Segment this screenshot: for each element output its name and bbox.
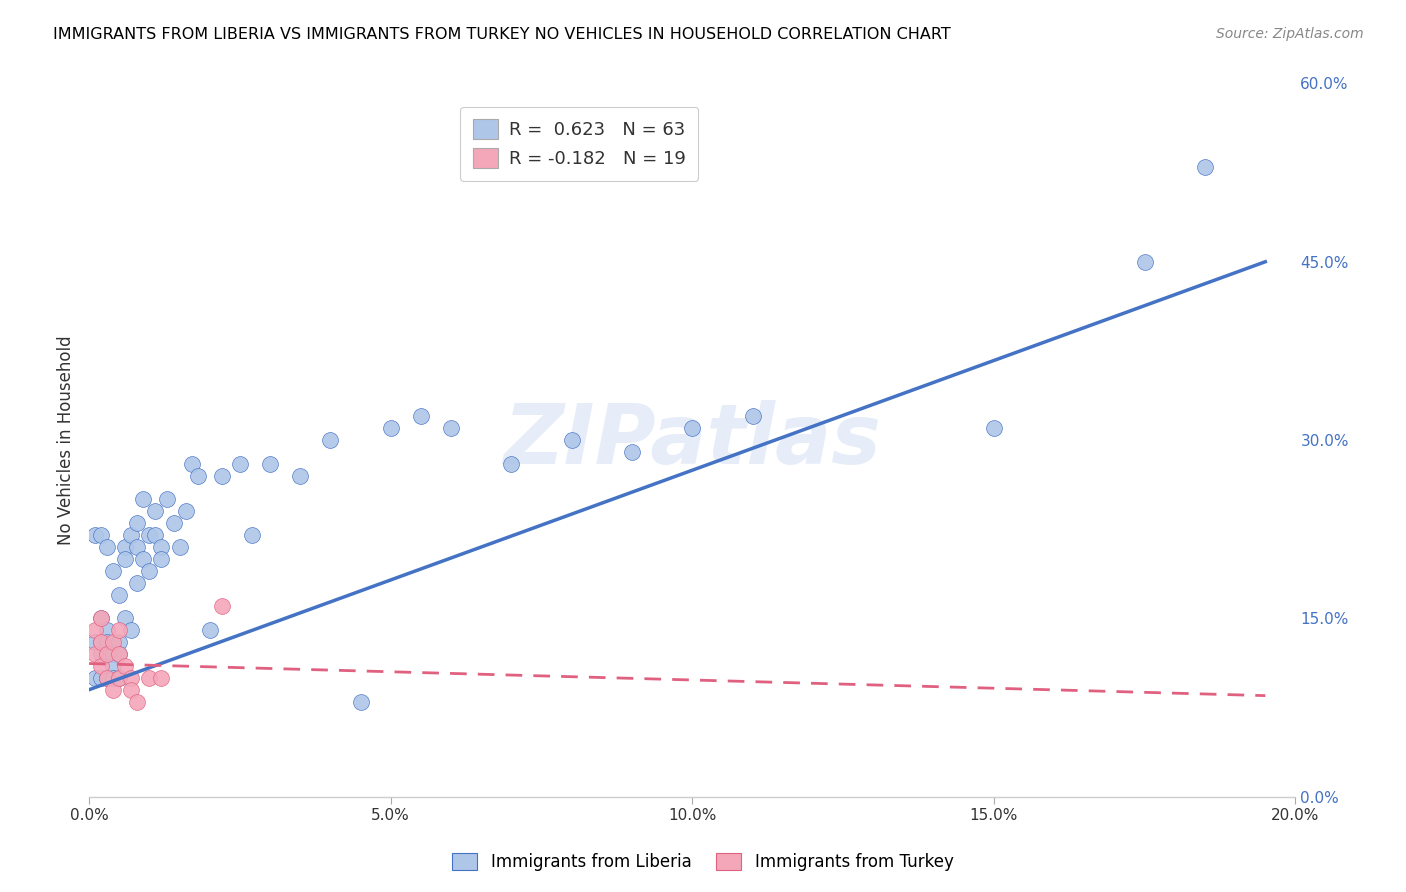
Point: [127, 516, 149, 531]
Y-axis label: No Vehicles in Household: No Vehicles in Household: [58, 335, 75, 545]
Text: IMMIGRANTS FROM LIBERIA VS IMMIGRANTS FROM TURKEY NO VEHICLES IN HOUSEHOLD CORRE: IMMIGRANTS FROM LIBERIA VS IMMIGRANTS FR…: [53, 27, 952, 42]
Point: [84, 671, 107, 685]
Point: [983, 421, 1005, 435]
Point: [187, 468, 209, 483]
Point: [103, 682, 125, 697]
Point: [349, 695, 371, 709]
Point: [108, 647, 131, 661]
Point: [150, 552, 173, 566]
Point: [96, 647, 118, 661]
Point: [84, 528, 107, 542]
Point: [150, 540, 173, 554]
Point: [114, 540, 136, 554]
Point: [198, 624, 221, 638]
Point: [103, 564, 125, 578]
Point: [96, 671, 118, 685]
Point: [114, 552, 136, 566]
Point: [127, 575, 149, 590]
Point: [211, 599, 233, 614]
Point: [409, 409, 432, 424]
Point: [96, 635, 118, 649]
Point: [120, 682, 142, 697]
Point: [96, 540, 118, 554]
Point: [108, 635, 131, 649]
Point: [1133, 254, 1156, 268]
Point: [180, 457, 202, 471]
Point: [90, 659, 112, 673]
Point: [127, 540, 149, 554]
Point: [120, 624, 142, 638]
Point: [108, 671, 131, 685]
Point: [174, 504, 197, 518]
Point: [501, 457, 523, 471]
Point: [84, 647, 107, 661]
Point: [90, 671, 112, 685]
Point: [120, 528, 142, 542]
Point: [138, 671, 160, 685]
Point: [741, 409, 763, 424]
Point: [290, 468, 312, 483]
Point: [162, 516, 184, 531]
Point: [132, 492, 155, 507]
Point: [138, 564, 160, 578]
Point: [114, 659, 136, 673]
Point: [156, 492, 179, 507]
Point: [108, 671, 131, 685]
Point: [259, 457, 281, 471]
Point: [103, 659, 125, 673]
Text: Source: ZipAtlas.com: Source: ZipAtlas.com: [1216, 27, 1364, 41]
Point: [138, 528, 160, 542]
Point: [132, 552, 155, 566]
Legend: R =  0.623   N = 63, R = -0.182   N = 19: R = 0.623 N = 63, R = -0.182 N = 19: [460, 107, 699, 181]
Point: [108, 647, 131, 661]
Point: [211, 468, 233, 483]
Point: [240, 528, 263, 542]
Point: [127, 695, 149, 709]
Point: [90, 635, 112, 649]
Point: [84, 624, 107, 638]
Point: [103, 671, 125, 685]
Text: ZIPatlas: ZIPatlas: [503, 400, 882, 481]
Point: [1194, 160, 1216, 174]
Point: [103, 647, 125, 661]
Point: [96, 624, 118, 638]
Point: [620, 445, 643, 459]
Point: [150, 671, 173, 685]
Point: [84, 635, 107, 649]
Point: [114, 611, 136, 625]
Point: [96, 647, 118, 661]
Point: [145, 528, 167, 542]
Point: [380, 421, 402, 435]
Point: [681, 421, 703, 435]
Point: [96, 671, 118, 685]
Point: [90, 528, 112, 542]
Point: [96, 671, 118, 685]
Point: [108, 624, 131, 638]
Point: [108, 588, 131, 602]
Point: [561, 433, 583, 447]
Point: [120, 671, 142, 685]
Point: [90, 647, 112, 661]
Point: [319, 433, 342, 447]
Point: [90, 611, 112, 625]
Point: [90, 635, 112, 649]
Point: [229, 457, 252, 471]
Point: [145, 504, 167, 518]
Point: [90, 611, 112, 625]
Point: [440, 421, 463, 435]
Legend: Immigrants from Liberia, Immigrants from Turkey: Immigrants from Liberia, Immigrants from…: [444, 845, 962, 880]
Point: [103, 635, 125, 649]
Point: [169, 540, 191, 554]
